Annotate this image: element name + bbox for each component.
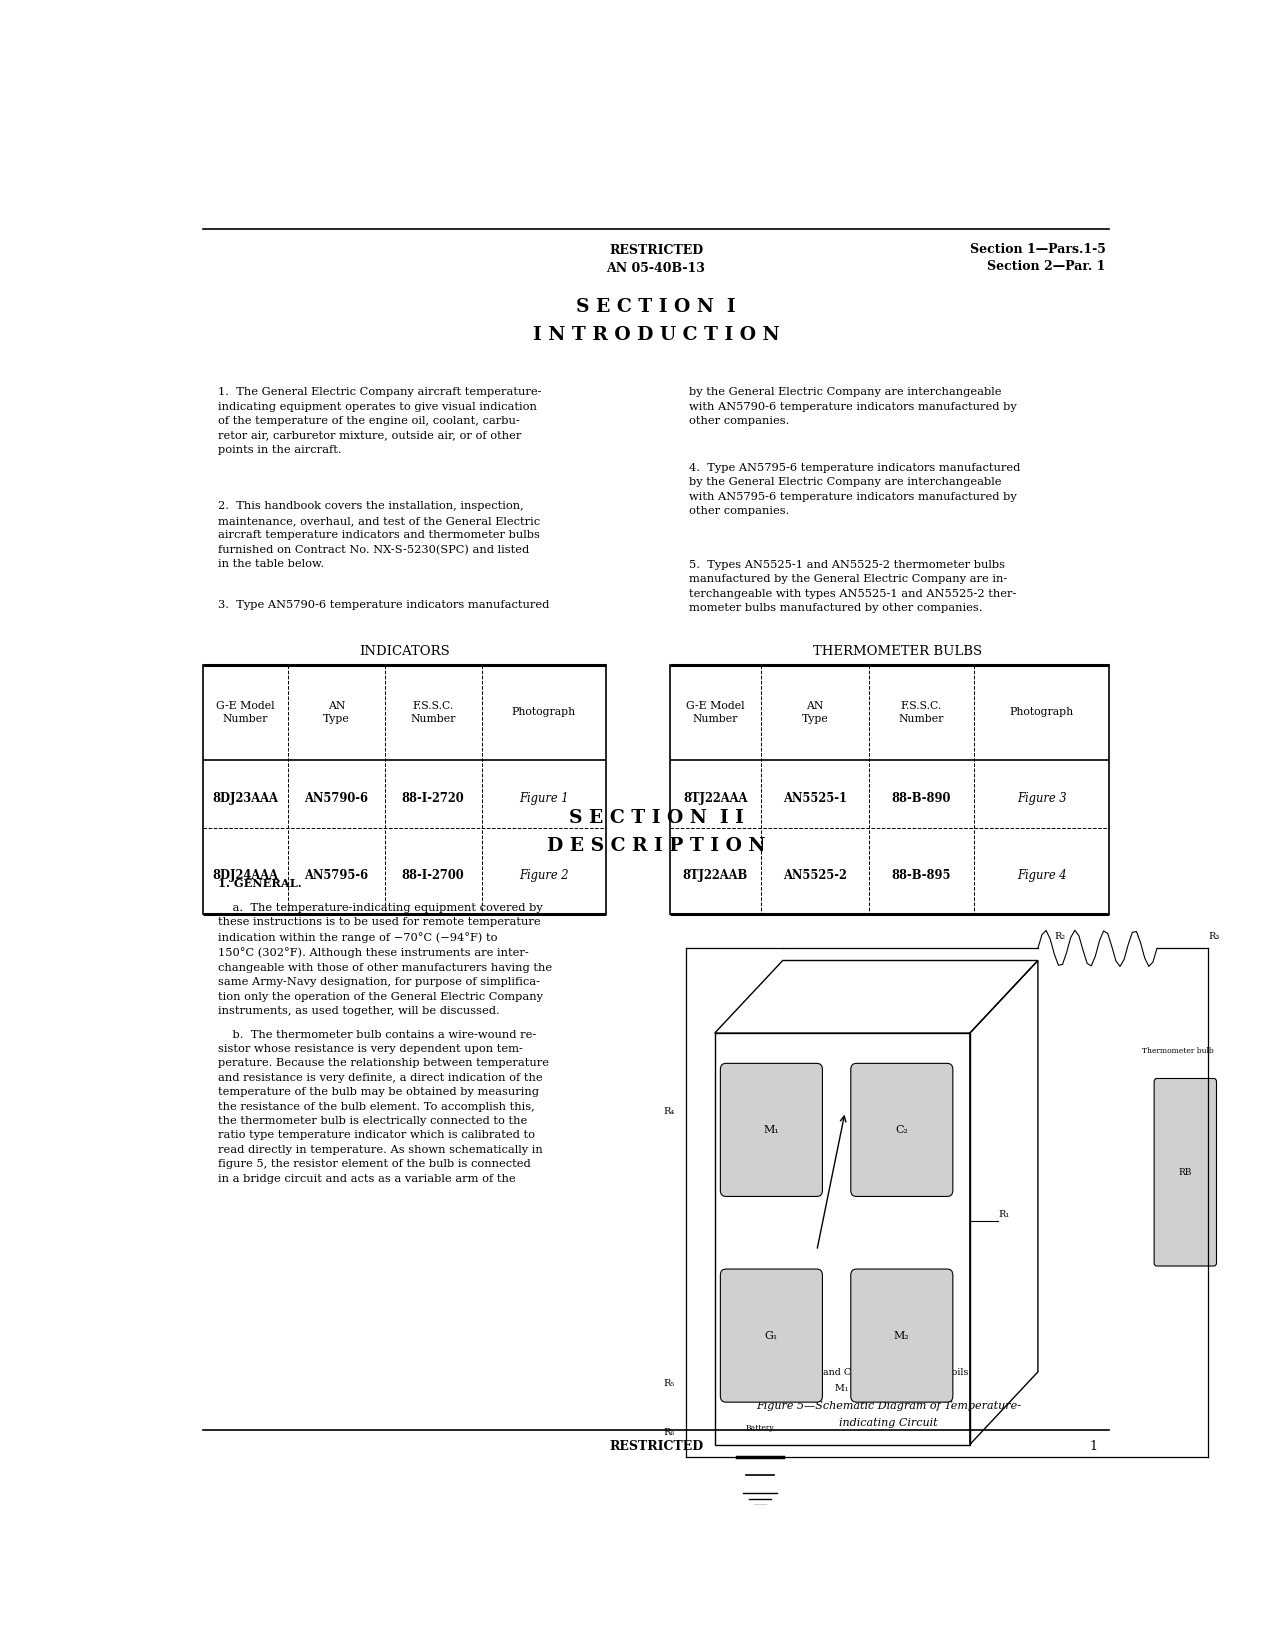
Text: Figure 4: Figure 4 xyxy=(1016,869,1066,882)
Text: R₁: R₁ xyxy=(998,1210,1010,1220)
Text: 1: 1 xyxy=(1089,1441,1098,1454)
Text: S E C T I O N  I: S E C T I O N I xyxy=(576,298,736,316)
Text: Photograph: Photograph xyxy=(1010,707,1074,717)
Text: 8TJ22AAB: 8TJ22AAB xyxy=(682,869,748,882)
Text: RESTRICTED: RESTRICTED xyxy=(609,1441,703,1454)
Text: R₂: R₂ xyxy=(1055,931,1066,941)
Text: INDICATORS: INDICATORS xyxy=(358,645,449,658)
Text: AN5790-6: AN5790-6 xyxy=(305,792,369,805)
Text: M₁ and M₂=main coils: M₁ and M₂=main coils xyxy=(835,1383,942,1393)
Text: RB: RB xyxy=(1179,1167,1192,1177)
FancyBboxPatch shape xyxy=(721,1064,823,1197)
Text: R₃: R₃ xyxy=(1208,931,1220,941)
Text: Section 2—Par. 1: Section 2—Par. 1 xyxy=(987,260,1106,273)
Text: RESTRICTED: RESTRICTED xyxy=(609,244,703,257)
Text: R₅: R₅ xyxy=(664,1380,675,1388)
Text: 88-B-890: 88-B-890 xyxy=(892,792,951,805)
Text: 4.  Type AN5795-6 temperature indicators manufactured
by the General Electric Co: 4. Type AN5795-6 temperature indicators … xyxy=(689,463,1020,516)
Text: R₆: R₆ xyxy=(663,1427,675,1437)
Text: Thermometer bulb: Thermometer bulb xyxy=(1142,1048,1213,1056)
Text: indicating Circuit: indicating Circuit xyxy=(840,1418,938,1429)
Text: 88-I-2720: 88-I-2720 xyxy=(402,792,465,805)
FancyBboxPatch shape xyxy=(1155,1079,1216,1265)
Text: 3.  Type AN5790-6 temperature indicators manufactured: 3. Type AN5790-6 temperature indicators … xyxy=(218,599,549,611)
Text: C₁ and C₂=constant current coils: C₁ and C₂=constant current coils xyxy=(809,1369,968,1377)
FancyBboxPatch shape xyxy=(851,1064,952,1197)
Text: F.S.S.C.
Number: F.S.S.C. Number xyxy=(411,701,456,724)
Text: S E C T I O N  I I: S E C T I O N I I xyxy=(568,809,744,827)
FancyBboxPatch shape xyxy=(851,1269,952,1403)
Text: AN5525-2: AN5525-2 xyxy=(783,869,847,882)
Text: AN
Type: AN Type xyxy=(323,701,349,724)
Text: G-E Model
Number: G-E Model Number xyxy=(686,701,745,724)
Text: 88-I-2700: 88-I-2700 xyxy=(402,869,465,882)
Text: Figure 1: Figure 1 xyxy=(518,792,568,805)
Text: Figure 2: Figure 2 xyxy=(518,869,568,882)
Text: M₂: M₂ xyxy=(893,1331,910,1341)
Text: F.S.S.C.
Number: F.S.S.C. Number xyxy=(899,701,945,724)
Text: 8DJ24AAA: 8DJ24AAA xyxy=(212,869,278,882)
Text: Photograph: Photograph xyxy=(512,707,576,717)
FancyBboxPatch shape xyxy=(721,1269,823,1403)
Text: AN5795-6: AN5795-6 xyxy=(305,869,369,882)
Text: 8TJ22AAA: 8TJ22AAA xyxy=(684,792,748,805)
Text: by the General Electric Company are interchangeable
with AN5790-6 temperature in: by the General Electric Company are inte… xyxy=(689,388,1016,426)
Text: AN 05-40B-13: AN 05-40B-13 xyxy=(607,262,705,275)
Text: 5.  Types AN5525-1 and AN5525-2 thermometer bulbs
manufactured by the General El: 5. Types AN5525-1 and AN5525-2 thermomet… xyxy=(689,560,1016,614)
Text: a.  The temperature-indicating equipment covered by
these instructions is to be : a. The temperature-indicating equipment … xyxy=(218,902,552,1017)
Text: 8DJ23AAA: 8DJ23AAA xyxy=(212,792,278,805)
Text: b.  The thermometer bulb contains a wire-wound re-
sistor whose resistance is ve: b. The thermometer bulb contains a wire-… xyxy=(218,1030,549,1184)
Text: D E S C R I P T I O N: D E S C R I P T I O N xyxy=(547,837,765,855)
Text: G₁: G₁ xyxy=(764,1331,778,1341)
Text: 1. GENERAL.: 1. GENERAL. xyxy=(218,877,302,889)
Text: C₂: C₂ xyxy=(896,1125,909,1134)
Text: 1.  The General Electric Company aircraft temperature-
indicating equipment oper: 1. The General Electric Company aircraft… xyxy=(218,388,541,455)
Text: 88-B-895: 88-B-895 xyxy=(892,869,951,882)
Text: I N T R O D U C T I O N: I N T R O D U C T I O N xyxy=(532,326,780,344)
Text: AN
Type: AN Type xyxy=(801,701,828,724)
Text: R₄: R₄ xyxy=(664,1107,675,1116)
Text: Figure 3: Figure 3 xyxy=(1016,792,1066,805)
Text: 2.  This handbook covers the installation, inspection,
maintenance, overhaul, an: 2. This handbook covers the installation… xyxy=(218,501,540,570)
Text: G-E Model
Number: G-E Model Number xyxy=(216,701,275,724)
Text: Section 1—Pars.1-5: Section 1—Pars.1-5 xyxy=(970,242,1106,255)
Text: Battery: Battery xyxy=(746,1424,774,1432)
Text: AN5525-1: AN5525-1 xyxy=(783,792,847,805)
Text: Figure 5—Schematic Diagram of Temperature-: Figure 5—Schematic Diagram of Temperatur… xyxy=(756,1401,1021,1411)
Text: THERMOMETER BULBS: THERMOMETER BULBS xyxy=(813,645,982,658)
Text: M₁: M₁ xyxy=(764,1125,780,1134)
